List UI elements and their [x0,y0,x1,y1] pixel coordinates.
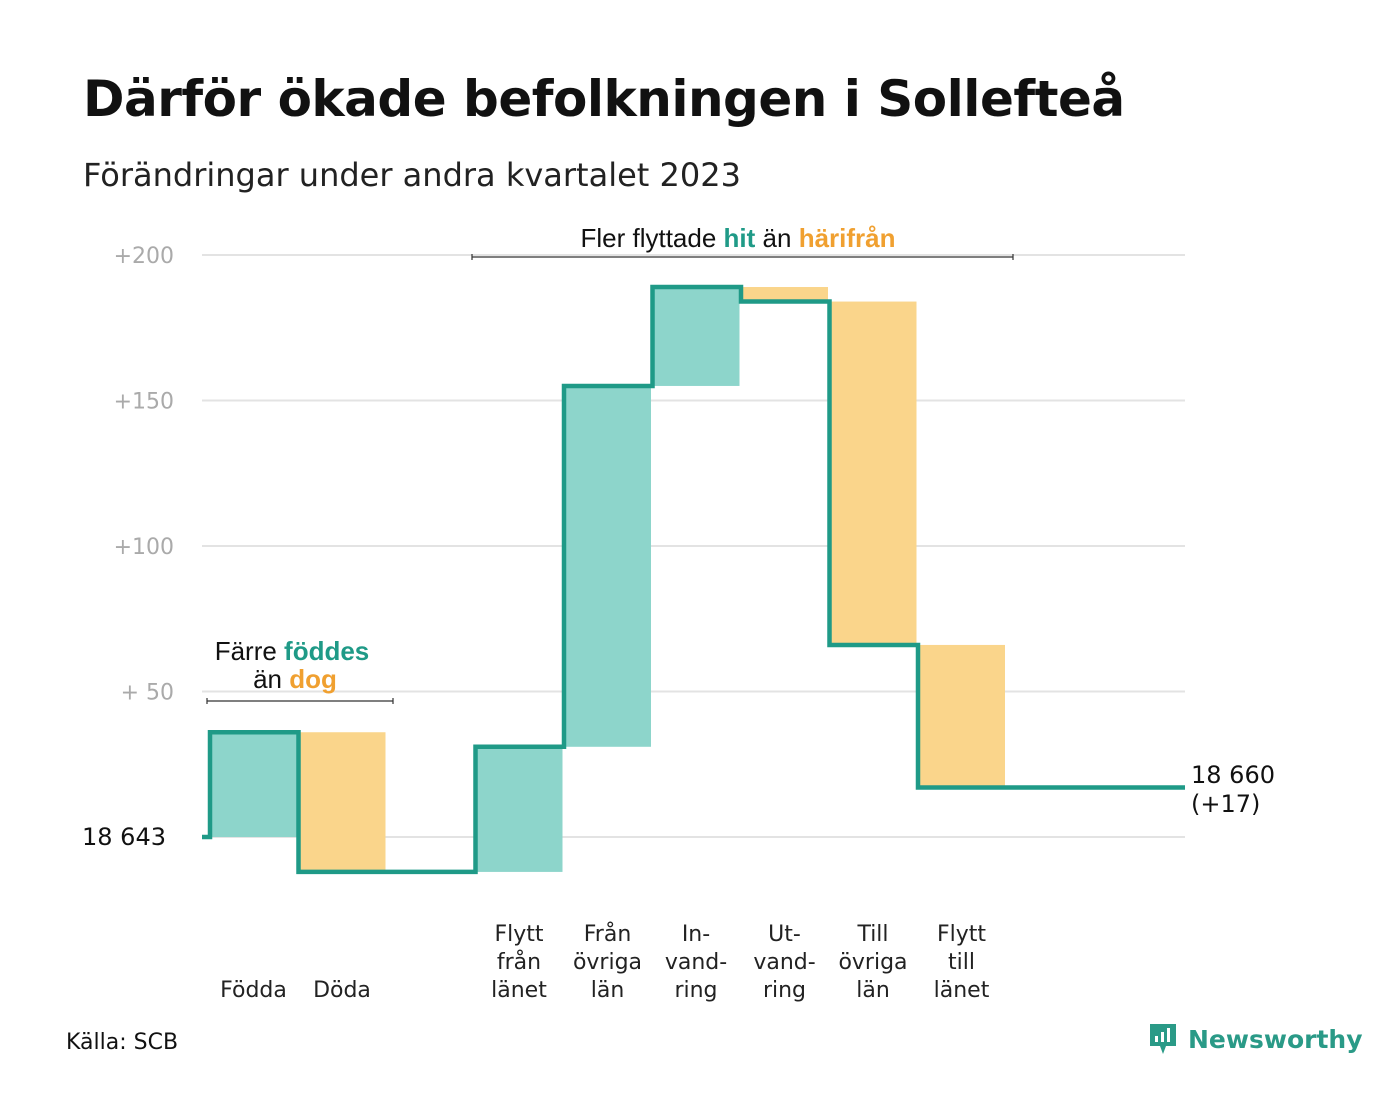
waterfall-bar [298,732,386,872]
category-label: länet [934,978,990,1003]
annotation-moves-bracket [471,254,1014,260]
annotation-births-line1: Färre föddes [215,636,370,666]
waterfall-bar [564,385,651,747]
y-tick-label: + 50 [121,681,174,706]
category-label: övriga [838,950,907,975]
waterfall-bar [475,746,563,872]
category-label: länet [491,978,547,1003]
category-label: Födda [220,978,287,1003]
y-tick-label: +100 [114,535,174,560]
category-label: övriga [573,950,642,975]
waterfall-bar [652,287,740,386]
cumulative-step-line [202,284,1185,875]
category-label: vand- [665,950,727,975]
category-label: In- [682,922,710,947]
category-label: från [497,949,541,975]
annotation-births-bracket [206,698,394,704]
category-label: vand- [753,950,815,975]
category-label: Från [584,921,632,947]
category-label: till [948,950,975,975]
annotation-moves: Fler flyttade hit än härifrån [580,223,895,253]
waterfall-bar [210,732,297,837]
chart-title: Därför ökade befolkningen i Sollefteå [83,70,1125,128]
start-value-label: 18 643 [82,823,166,851]
annotation-births-line2: än dog [253,664,337,694]
category-label: Döda [313,978,371,1003]
category-label: ring [674,978,717,1003]
category-label: Flytt [937,922,986,947]
brand-name: Newsworthy [1188,1024,1363,1054]
source-note: Källa: SCB [66,1030,179,1055]
chart-subtitle: Förändringar under andra kvartalet 2023 [83,156,741,194]
category-label: ring [763,978,806,1003]
y-tick-label: +150 [114,390,174,415]
newsworthy-icon [1150,1024,1176,1054]
waterfall-bar [918,644,1005,788]
category-label: Flytt [494,922,543,947]
waterfall-bar [829,301,917,645]
category-label: län [591,978,625,1003]
waterfall-bar [741,287,828,302]
end-value-label: 18 660 [1191,761,1275,789]
y-tick-label: +200 [114,244,174,269]
brand-logo[interactable]: Newsworthy [1148,1022,1363,1056]
category-label: Till [856,922,888,947]
category-label: Ut- [768,922,801,947]
category-label: län [856,978,890,1003]
end-change-label: (+17) [1191,790,1260,818]
